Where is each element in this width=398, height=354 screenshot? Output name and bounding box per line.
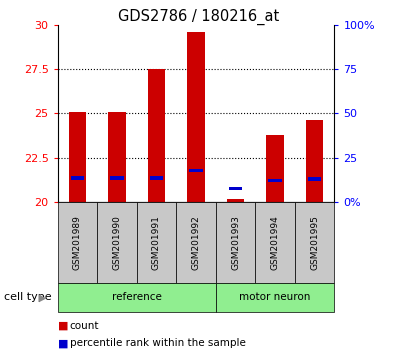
Text: reference: reference (112, 292, 162, 302)
Text: cell type: cell type (4, 292, 52, 302)
Text: GSM201990: GSM201990 (113, 215, 121, 270)
Text: ■: ■ (58, 321, 68, 331)
Bar (110, 176, 124, 179)
Bar (226, 199, 244, 202)
Text: GDS2786 / 180216_at: GDS2786 / 180216_at (118, 9, 280, 25)
Text: ▶: ▶ (39, 292, 47, 302)
Text: percentile rank within the sample: percentile rank within the sample (70, 338, 246, 348)
Bar (187, 32, 205, 202)
Text: ■: ■ (58, 338, 68, 348)
Bar (228, 187, 242, 190)
Bar (308, 177, 322, 181)
Bar (58, 283, 216, 312)
Bar (68, 112, 86, 202)
Bar (266, 135, 284, 202)
Bar (148, 69, 166, 202)
Bar (176, 202, 216, 283)
Bar (137, 202, 176, 283)
Text: GSM201989: GSM201989 (73, 215, 82, 270)
Text: GSM201992: GSM201992 (191, 215, 201, 270)
Bar (108, 112, 126, 202)
Bar (306, 120, 324, 202)
Bar (216, 202, 255, 283)
Bar (97, 202, 137, 283)
Bar (58, 202, 97, 283)
Text: GSM201993: GSM201993 (231, 215, 240, 270)
Bar (268, 179, 282, 182)
Text: GSM201991: GSM201991 (152, 215, 161, 270)
Text: GSM201995: GSM201995 (310, 215, 319, 270)
Bar (216, 283, 334, 312)
Text: GSM201994: GSM201994 (271, 215, 279, 270)
Text: count: count (70, 321, 99, 331)
Bar (150, 176, 164, 179)
Text: motor neuron: motor neuron (239, 292, 311, 302)
Bar (189, 169, 203, 172)
Bar (70, 176, 84, 179)
Bar (295, 202, 334, 283)
Bar (255, 202, 295, 283)
